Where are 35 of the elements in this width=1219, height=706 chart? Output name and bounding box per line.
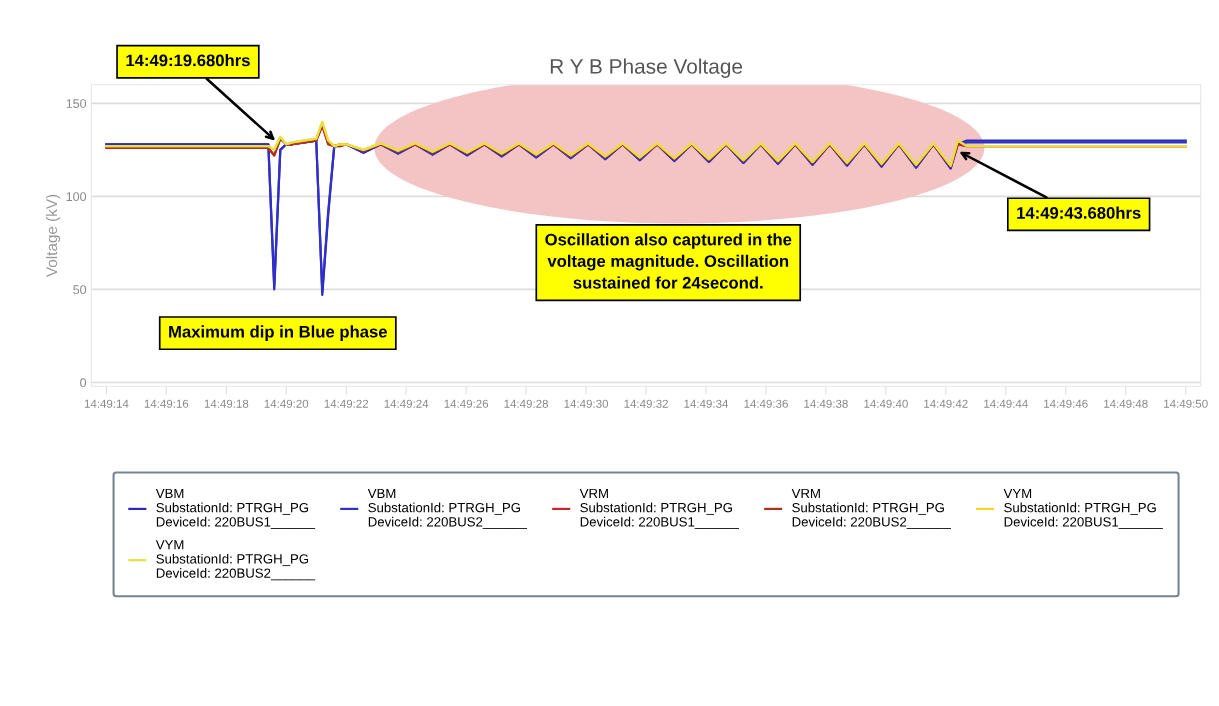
x-tick-label: 14:49:18 [204, 399, 249, 408]
x-tick-label: 14:49:28 [504, 399, 548, 408]
x-tick-label: 14:49:34 [684, 399, 729, 408]
annotation: Maximum dip in Blue phase [169, 325, 387, 341]
x-tick-label: 14:49:40 [864, 399, 908, 408]
legend-label: VBM SubstationId: PTRGH_PG DeviceId: 220BUS2______ [367, 488, 528, 529]
x-tick-label: 14:49:50 [1164, 399, 1208, 408]
x-tick-label: 14:49:30 [564, 399, 609, 408]
x-tick-label: 14:49:42 [924, 399, 968, 408]
legend-label: VRM SubstationId: PTRGH_PG DeviceId: 220BUS1______ [579, 488, 740, 529]
x-tick-label: 14:49:38 [804, 399, 848, 408]
y-tick-label: 100 [66, 192, 87, 202]
chart-title: R Y B Phase Voltage [550, 58, 743, 78]
y-tick-label: 0 [80, 378, 87, 388]
x-tick-label: 14:49:20 [264, 399, 309, 408]
x-tick-label: 14:49:24 [384, 399, 429, 408]
x-tick-label: 14:49:14 [84, 399, 129, 408]
annotation: Oscillation also captured in the voltage magnitude. Oscillation sustained for 24second. [545, 233, 792, 289]
x-tick-label: 14:49:32 [624, 399, 668, 408]
x-tick-label: 14:49:16 [144, 399, 189, 408]
x-tick-label: 14:49:22 [324, 399, 369, 408]
y-tick-label: 50 [73, 285, 87, 295]
x-tick-label: 14:49:46 [1044, 399, 1088, 408]
annotation: 14:49:19.680hrs [126, 54, 250, 67]
annotation: 14:49:43.680hrs [1017, 206, 1141, 219]
legend-label: VRM SubstationId: PTRGH_PG DeviceId: 220BUS2______ [791, 488, 951, 529]
x-tick-label: 14:49:48 [1104, 399, 1148, 408]
x-tick-label: 14:49:44 [984, 399, 1028, 408]
legend-label: VYM SubstationId: PTRGH_PG DeviceId: 220BUS1______ [1003, 488, 1163, 529]
y-axis-title: Voltage (kV) [45, 194, 61, 277]
x-tick-label: 14:49:26 [444, 399, 489, 408]
legend-label: VBM SubstationId: PTRGH_PG DeviceId: 220BUS1______ [155, 488, 316, 529]
legend-label: VYM SubstationId: PTRGH_PG DeviceId: 220BUS2______ [155, 540, 316, 581]
y-tick-label: 150 [66, 99, 87, 108]
x-tick-label: 14:49:36 [744, 399, 788, 408]
